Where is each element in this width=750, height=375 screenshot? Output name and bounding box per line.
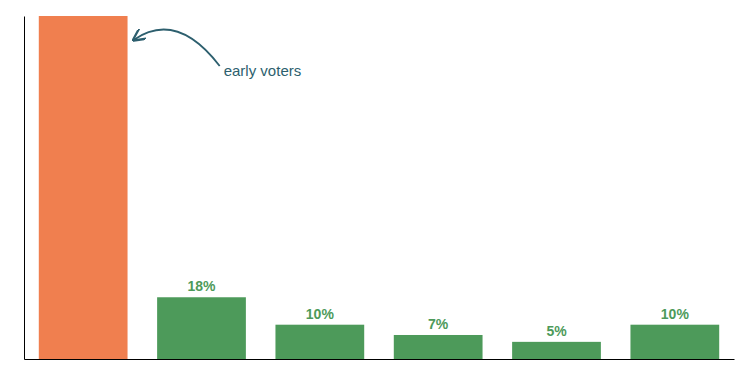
data-labels: 18% 10% 7% 5% 10% [187, 278, 689, 339]
data-label: 18% [187, 278, 216, 294]
chart: 18% 10% 7% 5% 10% early voters [0, 0, 750, 375]
x-axis-line [25, 359, 735, 360]
plot: 18% 10% 7% 5% 10% early voters [25, 16, 735, 360]
y-axis [24, 17, 25, 360]
bars [39, 16, 719, 359]
data-label: 10% [306, 306, 335, 322]
annotation-text: early voters [224, 62, 302, 79]
x-axis [25, 359, 735, 361]
data-label: 5% [546, 323, 567, 339]
bar [275, 325, 364, 359]
bar [39, 16, 128, 359]
bar [512, 342, 601, 359]
bar [630, 325, 719, 359]
y-axis-line [24, 17, 25, 360]
data-label: 7% [428, 316, 449, 332]
bar [157, 297, 246, 359]
annotation: early voters [134, 30, 302, 79]
data-label: 10% [661, 306, 690, 322]
bar [394, 335, 483, 359]
annotation-arrow [134, 30, 220, 66]
